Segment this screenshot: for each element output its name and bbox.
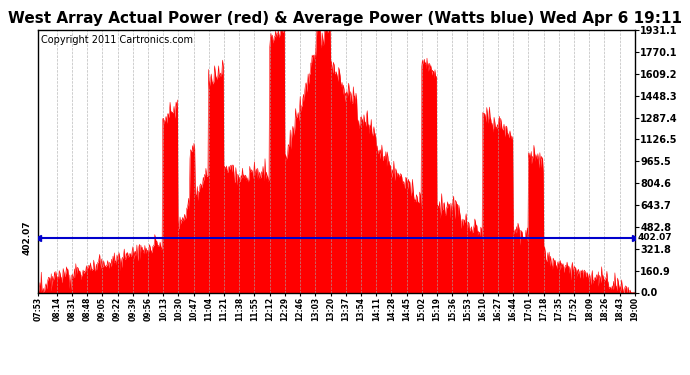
Text: Copyright 2011 Cartronics.com: Copyright 2011 Cartronics.com — [41, 35, 193, 45]
Text: 402.07: 402.07 — [23, 220, 32, 255]
Text: 402.07: 402.07 — [638, 233, 673, 242]
Text: West Array Actual Power (red) & Average Power (Watts blue) Wed Apr 6 19:11: West Array Actual Power (red) & Average … — [8, 11, 682, 26]
